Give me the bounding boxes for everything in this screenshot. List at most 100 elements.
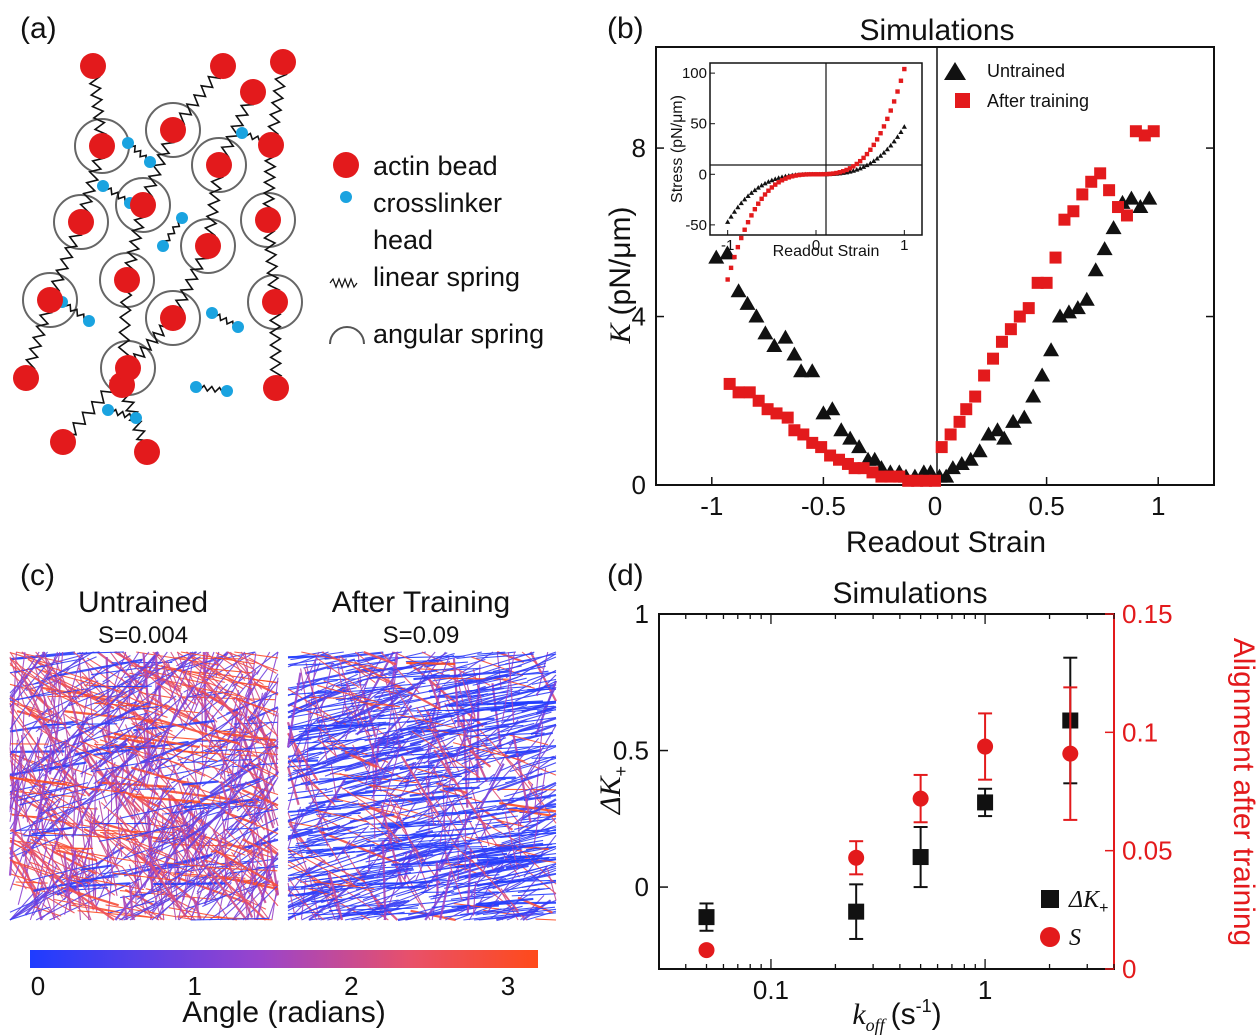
inset-point-trained bbox=[817, 172, 822, 177]
filament-line bbox=[344, 667, 373, 740]
filament-line bbox=[422, 706, 508, 717]
crosslinker-head bbox=[206, 307, 218, 319]
filament-line bbox=[64, 850, 77, 897]
filament-line bbox=[355, 696, 399, 736]
filament-line bbox=[508, 828, 557, 845]
b-point-trained bbox=[953, 415, 966, 428]
filament-line bbox=[416, 707, 456, 769]
filament-line bbox=[370, 784, 421, 795]
filament-line bbox=[93, 754, 138, 785]
filament-spring bbox=[202, 164, 224, 247]
b-point-untrained bbox=[1043, 342, 1060, 357]
legend-linear-spring: linear spring bbox=[373, 262, 520, 292]
filament-line bbox=[79, 714, 128, 800]
filament-line bbox=[224, 693, 262, 709]
b-point-untrained bbox=[953, 455, 970, 470]
filament-line bbox=[20, 746, 46, 801]
filament-line bbox=[287, 886, 341, 891]
filament-line bbox=[9, 652, 52, 666]
filament-line bbox=[9, 776, 68, 786]
inset-point-trained bbox=[807, 172, 812, 177]
inset-point-trained bbox=[776, 180, 781, 185]
b-point-trained bbox=[1004, 323, 1017, 336]
inset-point-untrained bbox=[901, 124, 907, 129]
filament-line bbox=[51, 849, 97, 875]
filament-line bbox=[248, 678, 279, 683]
legend-after-training-marker bbox=[955, 93, 970, 108]
filament-line bbox=[122, 895, 128, 921]
filament-line bbox=[162, 856, 178, 889]
filament-line bbox=[26, 841, 56, 921]
filament-line bbox=[192, 651, 207, 699]
filament-line bbox=[481, 651, 557, 681]
filament-line bbox=[287, 732, 340, 741]
filament-line bbox=[533, 818, 556, 837]
filament-line bbox=[45, 689, 97, 713]
filament-line bbox=[60, 886, 119, 907]
filament-line bbox=[182, 780, 219, 786]
filament-line bbox=[380, 715, 447, 740]
filament-line bbox=[404, 775, 443, 780]
filament-line bbox=[157, 714, 238, 768]
filament-line bbox=[54, 841, 118, 887]
filament-line bbox=[399, 725, 431, 732]
inset-point-untrained bbox=[725, 219, 731, 224]
filament-line bbox=[29, 862, 99, 882]
filament-line bbox=[371, 743, 401, 799]
filament-line bbox=[34, 748, 53, 834]
crosslinker-head-legend-icon bbox=[340, 191, 352, 203]
filament-line bbox=[35, 651, 80, 700]
inset-point-untrained bbox=[874, 155, 880, 161]
filament-line bbox=[131, 775, 185, 832]
filament-line bbox=[287, 847, 343, 853]
b-point-trained bbox=[987, 352, 1000, 365]
filament-line bbox=[351, 799, 420, 813]
b-point-untrained bbox=[1005, 413, 1022, 428]
filament-line bbox=[9, 710, 45, 754]
filament-line bbox=[93, 760, 97, 837]
filament-line bbox=[236, 816, 279, 835]
crosslinker-head bbox=[122, 137, 134, 149]
b-point-untrained bbox=[1034, 367, 1051, 382]
filament-line bbox=[9, 732, 44, 796]
b-point-untrained bbox=[1096, 241, 1113, 256]
linear-spring-legend-icon bbox=[329, 277, 358, 289]
filament-line bbox=[9, 885, 69, 921]
filament-line bbox=[409, 721, 488, 746]
colorbar-label: Angle (radians) bbox=[182, 996, 385, 1029]
filament-line bbox=[166, 708, 202, 714]
filament-line bbox=[344, 777, 403, 790]
b-point-trained bbox=[1120, 209, 1133, 222]
b-point-untrained bbox=[1016, 409, 1033, 424]
filament-line bbox=[287, 716, 321, 749]
filament-line bbox=[287, 866, 311, 896]
filament-line bbox=[499, 746, 557, 772]
d-point-dk bbox=[698, 909, 715, 926]
filament-line bbox=[449, 744, 546, 775]
filament-line bbox=[311, 687, 406, 695]
filament-line bbox=[469, 860, 489, 898]
filament-line bbox=[315, 910, 390, 916]
filament-line bbox=[517, 819, 522, 857]
b-point-trained bbox=[1076, 188, 1089, 201]
filament-line bbox=[287, 860, 307, 870]
b-point-trained bbox=[1049, 251, 1062, 264]
filament-line bbox=[95, 675, 135, 701]
d-xtick-label: 1 bbox=[978, 975, 992, 1005]
filament-line bbox=[444, 851, 463, 900]
b-ytick-label: 4 bbox=[632, 302, 646, 332]
inset-point-untrained bbox=[752, 187, 758, 193]
filament-line bbox=[416, 768, 475, 821]
filament-line bbox=[200, 859, 248, 921]
b-point-untrained bbox=[962, 451, 979, 466]
filament-line bbox=[372, 843, 430, 849]
b-point-trained bbox=[1013, 310, 1026, 323]
filament-line bbox=[195, 769, 261, 804]
filament-line bbox=[287, 887, 334, 912]
filament-line bbox=[209, 760, 253, 795]
inset-point-untrained bbox=[877, 153, 884, 158]
filament-line bbox=[156, 846, 225, 891]
filament-line bbox=[212, 828, 254, 919]
filament-line bbox=[411, 862, 482, 890]
inset-point-untrained bbox=[738, 200, 744, 206]
